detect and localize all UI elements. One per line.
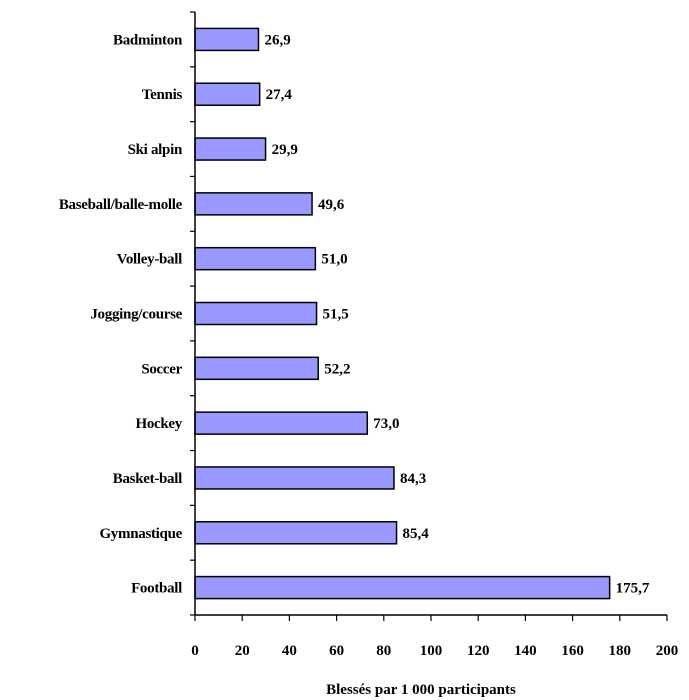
x-tick-label: 120 <box>467 643 490 659</box>
bar-football <box>194 575 611 600</box>
category-label: Jogging/course <box>90 307 182 323</box>
bars-layer <box>194 27 611 600</box>
value-label: 29,9 <box>272 142 298 158</box>
category-label: Soccer <box>141 361 182 377</box>
category-label: Football <box>131 581 182 597</box>
category-label: Volley-ball <box>117 252 182 268</box>
value-label: 26,9 <box>264 32 290 48</box>
x-tick-label: 140 <box>514 643 537 659</box>
bar-volley-ball <box>194 246 317 271</box>
x-tick-label: 180 <box>609 643 632 659</box>
value-label: 175,7 <box>616 581 650 597</box>
x-tick-label: 200 <box>656 643 679 659</box>
bar-hockey <box>194 411 369 435</box>
category-label: Gymnastique <box>99 526 182 542</box>
value-label: 27,4 <box>266 87 293 103</box>
category-label: Baseball/balle-molle <box>59 197 183 213</box>
x-tick-label: 160 <box>561 643 584 659</box>
value-label: 51,5 <box>323 307 349 323</box>
x-tick-label: 20 <box>235 643 250 659</box>
value-label: 51,0 <box>321 252 347 268</box>
category-label: Basket-ball <box>113 471 182 487</box>
bar-baseball-balle-molle <box>194 192 313 216</box>
category-label: Hockey <box>135 416 182 432</box>
value-label: 49,6 <box>318 197 345 213</box>
bar-tennis <box>194 82 261 106</box>
bar-basket-ball <box>194 466 395 490</box>
x-tick-label: 0 <box>191 643 199 659</box>
category-label: Tennis <box>142 87 183 103</box>
labels-layer: Badminton 26,9 Tennis 27,4 Ski alpin 29,9 Base… <box>59 11 679 659</box>
value-label: 73,0 <box>373 416 399 432</box>
bar-ski-alpin <box>194 137 267 161</box>
value-label: 84,3 <box>400 471 426 487</box>
bar-badminton <box>194 27 260 52</box>
x-tick-label: 40 <box>282 643 297 659</box>
value-label: 52,2 <box>324 361 350 377</box>
value-label: 85,4 <box>403 526 430 542</box>
x-tick-label: 80 <box>376 643 391 659</box>
bar-soccer <box>194 356 319 381</box>
x-axis-title: Blessés par 1 000 participants <box>326 682 516 698</box>
x-tick-label: 100 <box>420 643 443 659</box>
bar-jogging-course <box>194 301 318 326</box>
category-label: Badminton <box>113 32 183 48</box>
category-label: Ski alpin <box>128 142 183 158</box>
x-tick-label: 60 <box>329 643 344 659</box>
bar-gymnastique <box>194 521 398 545</box>
